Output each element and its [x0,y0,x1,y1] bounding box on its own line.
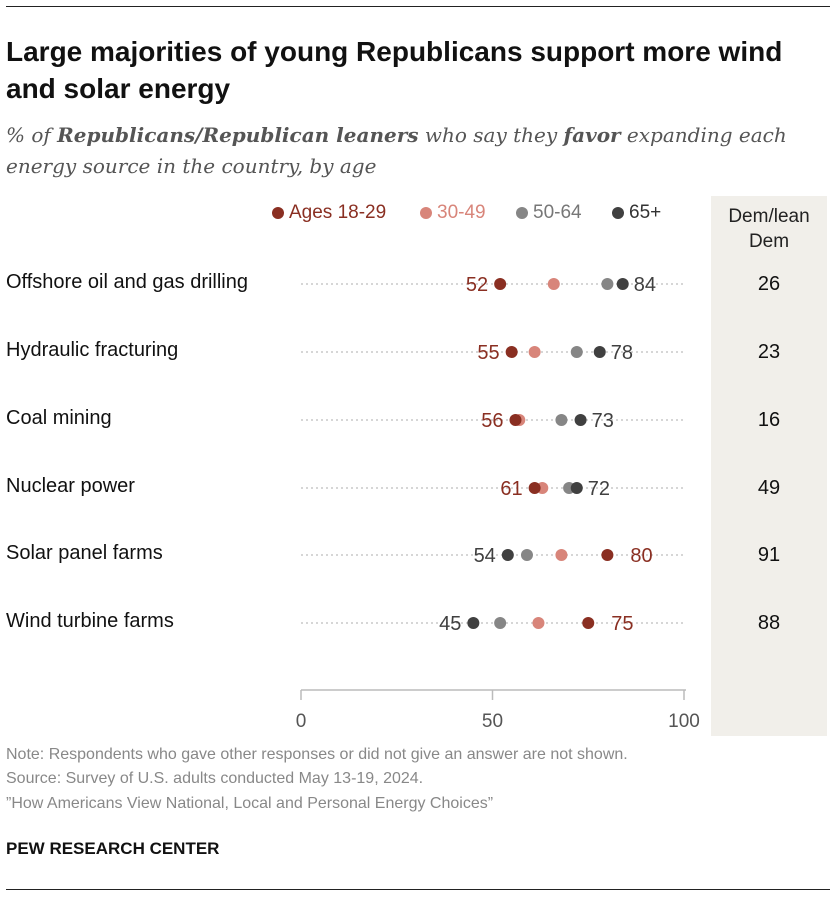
legend-dot-icon [272,207,284,219]
data-label-low: 45 [439,613,461,635]
legend-item: 30-49 [420,202,486,224]
top-rule [6,6,830,7]
x-tick-label: 50 [482,711,503,732]
legend-label: 30-49 [437,202,486,223]
data-label-low: 61 [500,478,522,500]
dot-50-64 [555,414,568,426]
subtitle-bold: favor [563,123,621,147]
legend-label: Ages 18-29 [289,202,387,223]
category-label: Coal mining [6,407,112,429]
dot-50-64 [601,278,614,290]
data-label-high: 72 [588,478,610,500]
legend-item: Ages 18-29 [272,202,386,224]
dem-column-header: Dem/lean Dem [711,204,827,254]
report-title: ”How Americans View National, Local and … [6,795,494,812]
dot-30-49 [532,617,545,629]
data-label-high: 73 [592,410,614,432]
category-label: Solar panel farms [6,542,163,564]
category-label: Wind turbine farms [6,610,174,632]
source: Source: Survey of U.S. adults conducted … [6,770,424,787]
category-label: Nuclear power [6,475,135,497]
x-tick-label: 100 [668,711,700,732]
legend-dot-icon [612,207,624,219]
dot-ages-18-29 [582,617,595,629]
dem-value: 23 [757,341,781,363]
dot-30-49 [528,346,541,358]
bottom-rule [6,889,830,890]
data-label-low: 52 [466,274,488,296]
dem-value: 49 [757,477,781,499]
dem-header-line: Dem/lean [728,206,810,227]
legend-item: 50-64 [516,202,582,224]
dot-30-49 [547,278,560,290]
dot-50-64 [520,549,533,561]
dot-ages-18-29 [494,278,507,290]
legend-dot-icon [516,207,528,219]
data-label-high: 84 [634,274,656,296]
dem-header-line: Dem [748,231,790,252]
note: Note: Respondents who gave other respons… [6,746,628,763]
dem-column-background [711,196,827,736]
data-label-high: 80 [630,545,652,567]
dot-ages-18-29 [528,482,541,494]
dot-65+ [574,414,587,426]
dot-ages-18-29 [509,414,522,426]
data-label-high: 75 [611,613,633,635]
dem-value: 26 [757,273,781,295]
dot-65+ [501,549,514,561]
dot-ages-18-29 [505,346,518,358]
category-label: Offshore oil and gas drilling [6,271,248,293]
legend-label: 50-64 [533,202,582,223]
x-tick-label: 0 [296,711,307,732]
dot-65+ [570,482,583,494]
dot-30-49 [555,549,568,561]
data-label-low: 54 [474,545,496,567]
data-label-high: 78 [611,342,633,364]
dot-50-64 [494,617,507,629]
dem-value: 16 [757,409,781,431]
dot-ages-18-29 [601,549,614,561]
dot-65+ [616,278,629,290]
dem-value: 88 [757,612,781,634]
dot-65+ [593,346,606,358]
legend-dot-icon [420,207,432,219]
category-label: Hydraulic fracturing [6,339,179,361]
dot-65+ [467,617,480,629]
subtitle-text: % of [6,123,58,147]
chart-subtitle: % of Republicans/Republican leaners who … [6,120,826,182]
chart-title: Large majorities of young Republicans su… [6,36,783,104]
subtitle-text: who say they [418,123,564,147]
dot-50-64 [570,346,583,358]
subtitle-bold: Republicans/Republican leaners [57,123,419,147]
legend-label: 65+ [629,202,662,223]
data-label-low: 55 [477,342,499,364]
data-label-low: 56 [481,410,503,432]
subtitle-text: expanding each energy source in the coun… [6,123,787,178]
legend-item: 65+ [612,202,661,224]
brand-logo-text: PEW RESEARCH CENTER [6,839,220,858]
dem-value: 91 [757,544,781,566]
